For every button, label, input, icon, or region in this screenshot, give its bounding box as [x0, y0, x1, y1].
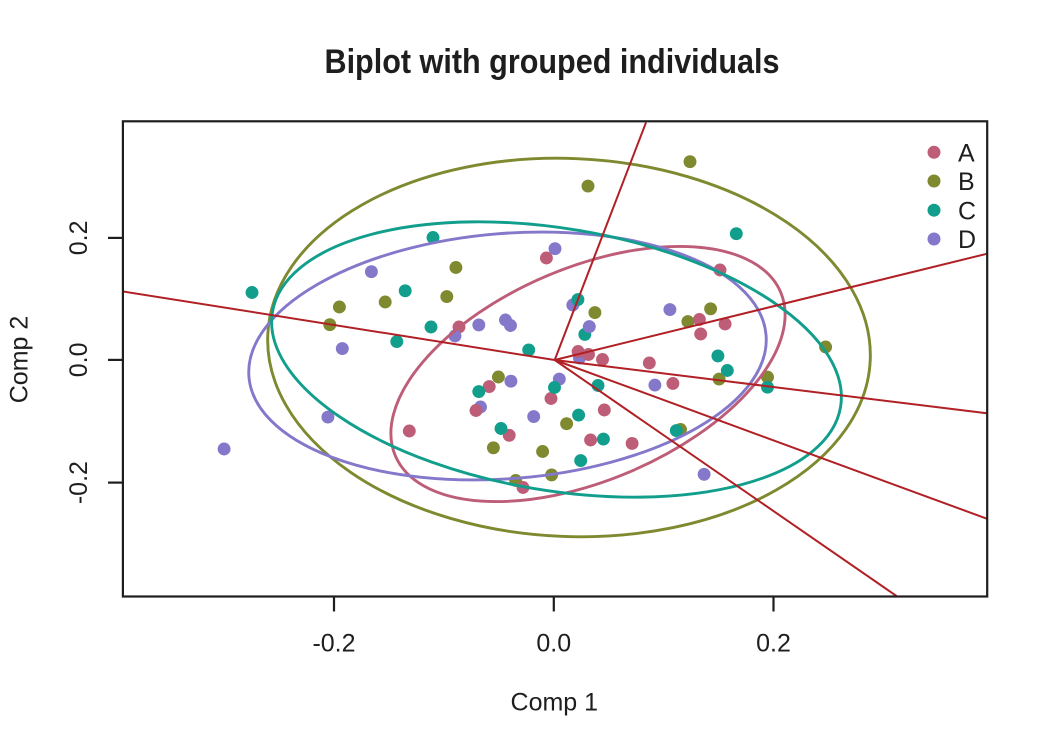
svg-text:C: C [958, 197, 976, 225]
svg-text:Comp 1: Comp 1 [511, 689, 599, 717]
svg-text:B: B [958, 168, 975, 196]
svg-text:0.0: 0.0 [536, 630, 571, 658]
svg-text:0.2: 0.2 [65, 221, 93, 256]
svg-text:D: D [958, 226, 976, 254]
svg-text:0.2: 0.2 [756, 630, 791, 658]
svg-text:-0.2: -0.2 [65, 461, 93, 504]
svg-text:0.0: 0.0 [65, 343, 93, 378]
svg-text:A: A [958, 139, 975, 167]
svg-text:-0.2: -0.2 [312, 630, 355, 658]
svg-text:Biplot with grouped individual: Biplot with grouped individuals [325, 43, 780, 81]
svg-text:Comp 2: Comp 2 [6, 316, 34, 404]
